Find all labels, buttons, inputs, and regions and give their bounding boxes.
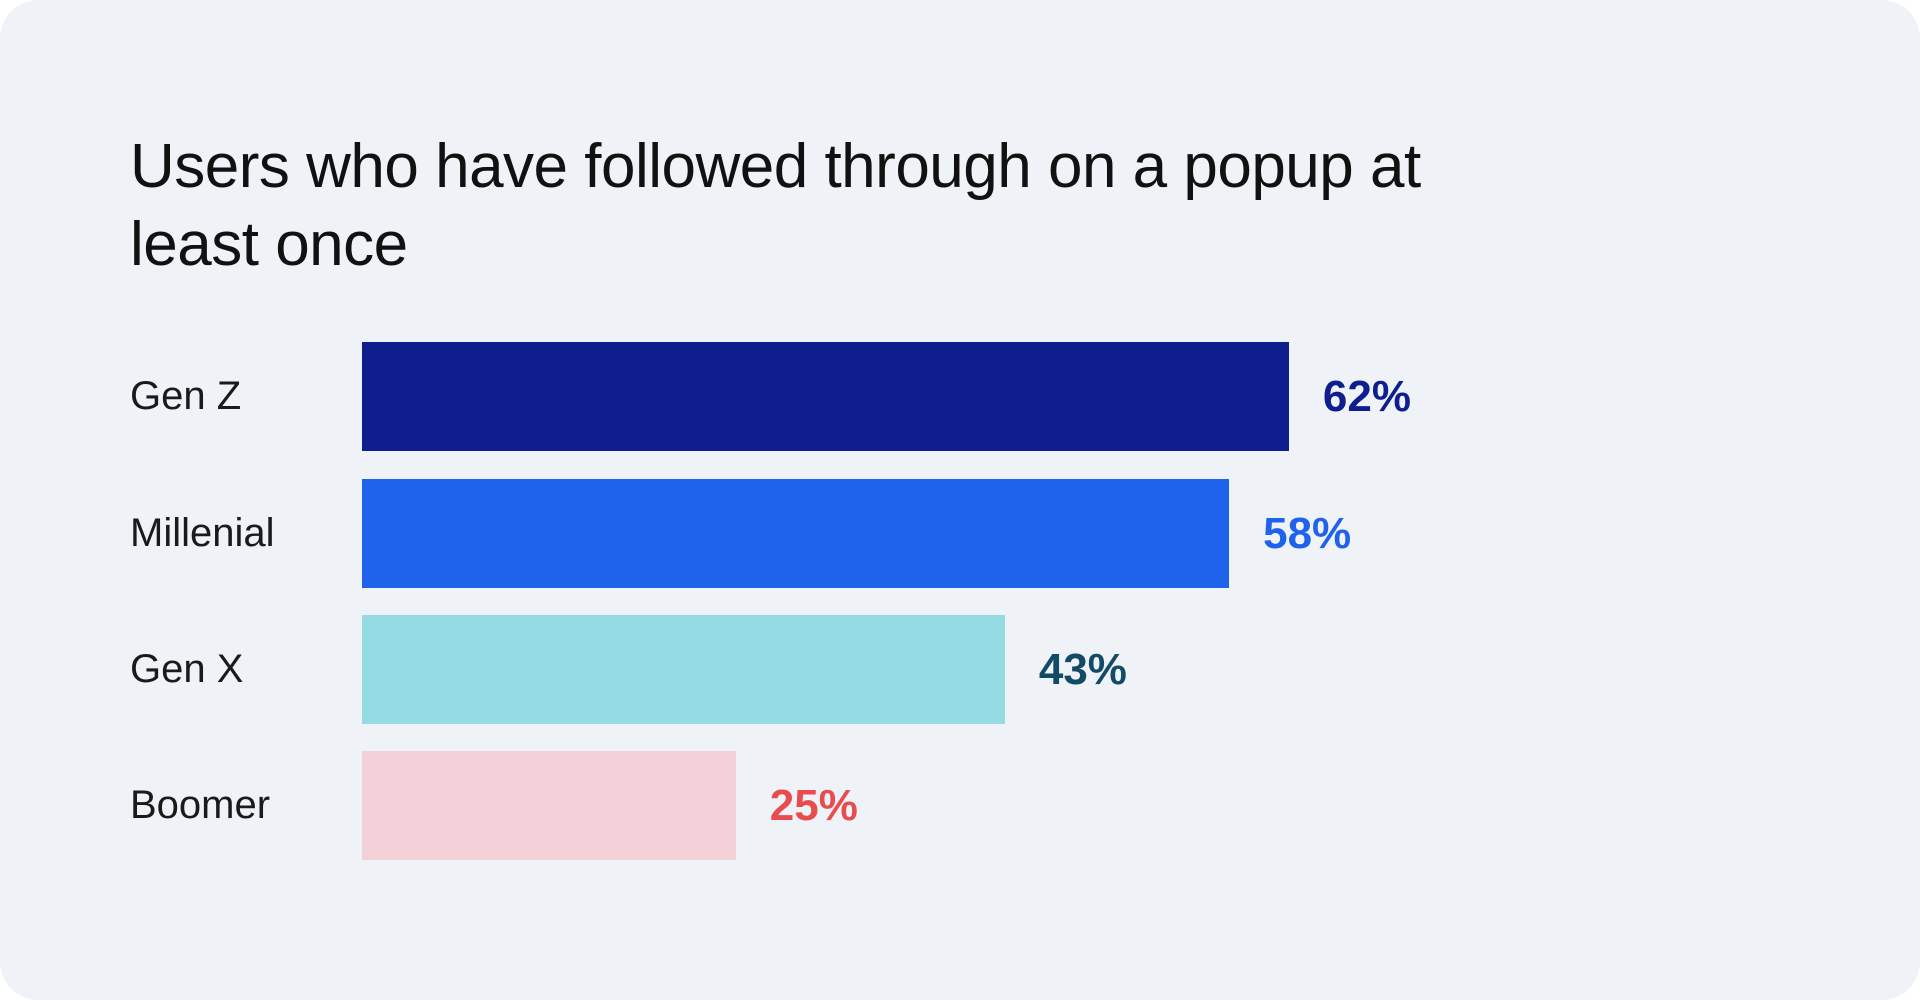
bar [362,479,1230,588]
value-label: 25% [769,781,858,830]
category-label: Millenial [130,511,275,555]
value-label: 62% [1322,372,1411,421]
bar [362,751,736,860]
value-label: 58% [1263,509,1352,558]
category-label: Gen Z [130,374,242,418]
bar [362,615,1005,724]
category-label: Gen X [130,647,244,691]
category-label: Boomer [130,783,271,827]
chart-title: Users who have followed through on a pop… [130,132,1421,279]
value-label: 43% [1038,645,1127,694]
bar [362,342,1289,451]
